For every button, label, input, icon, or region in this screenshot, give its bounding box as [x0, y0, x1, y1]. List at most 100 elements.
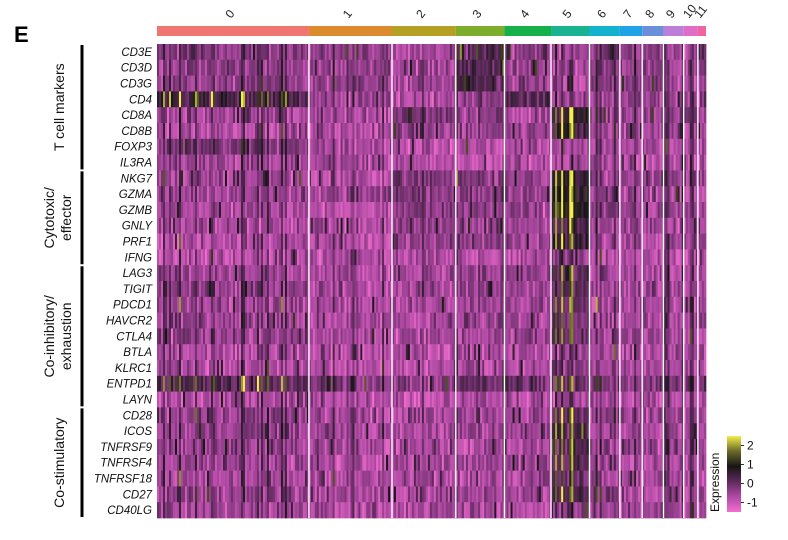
heat-cell [161, 44, 164, 61]
heat-cell [208, 281, 212, 298]
heat-cell [346, 91, 349, 108]
heat-cell [238, 375, 242, 392]
heat-cell [342, 470, 345, 487]
heat-cell [390, 91, 393, 108]
heat-cell [433, 296, 437, 313]
heat-cell [390, 391, 393, 408]
heat-cell [413, 233, 417, 250]
heat-cell [290, 486, 294, 503]
heat-cell [176, 59, 180, 76]
heat-cell [204, 439, 208, 456]
heat-cell [236, 217, 240, 234]
heat-cell [288, 44, 292, 61]
heat-cell [256, 391, 260, 408]
heat-cell [182, 233, 186, 250]
heat-cell [342, 138, 345, 155]
heat-cell [435, 486, 439, 503]
heat-cell [437, 502, 441, 519]
heat-cell [226, 296, 230, 313]
heat-cell [322, 439, 326, 456]
heat-cell [204, 154, 208, 171]
heat-cell [388, 296, 391, 313]
heat-cell [252, 375, 256, 392]
heat-cell [417, 502, 421, 519]
heat-cell [248, 59, 252, 76]
heat-cell [290, 281, 294, 298]
heat-cell [342, 59, 345, 76]
heat-cell [198, 249, 202, 266]
heat-cell [192, 249, 196, 266]
heat-cell [170, 502, 174, 519]
heat-cell [260, 154, 264, 171]
heat-cell [294, 265, 298, 282]
heat-cell [300, 59, 304, 76]
heat-cell [469, 470, 473, 487]
heat-cell [318, 360, 322, 377]
heat-cell [397, 91, 401, 108]
heat-cell [280, 423, 284, 440]
heat-cell [350, 202, 353, 219]
heat-cell [274, 344, 278, 361]
heat-cell [190, 186, 194, 203]
heat-cell [463, 281, 467, 298]
heat-cell [415, 138, 419, 155]
heat-cell [286, 375, 290, 392]
heat-cell [292, 249, 296, 266]
heat-cell [457, 502, 461, 519]
heat-cell [260, 217, 264, 234]
heat-cell [449, 138, 453, 155]
heat-cell [186, 454, 190, 471]
heat-cell [178, 217, 182, 234]
heat-cell [190, 138, 194, 155]
heat-cell [449, 186, 453, 203]
heat-cell [360, 439, 363, 456]
heat-cell [322, 186, 326, 203]
heat-cell [348, 91, 351, 108]
heat-cell [194, 502, 198, 519]
heat-cell [401, 249, 405, 266]
heat-cell [413, 312, 417, 329]
heat-cell [397, 502, 401, 519]
heat-cell [169, 186, 172, 203]
heat-cell [435, 154, 439, 171]
heat-cell [336, 375, 339, 392]
heat-cell [336, 75, 339, 92]
heat-cell [163, 217, 166, 234]
heat-cell [272, 360, 276, 377]
heat-cell [382, 344, 385, 361]
heat-cell [417, 44, 421, 61]
heat-cell [476, 502, 479, 519]
heat-cell [288, 217, 292, 234]
heat-cell [370, 281, 373, 298]
heat-cell [376, 75, 379, 92]
heat-cell [200, 281, 204, 298]
heat-cell [380, 486, 383, 503]
heat-cell [250, 391, 254, 408]
heat-cell [252, 217, 256, 234]
heat-cell [252, 454, 256, 471]
heat-cell [232, 391, 236, 408]
heat-cell [425, 75, 429, 92]
heat-cell [242, 312, 246, 329]
heat-cell [421, 328, 425, 345]
heat-cell [366, 44, 369, 61]
heat-cell [433, 44, 437, 61]
heat-cell [435, 502, 439, 519]
heat-cell [386, 154, 389, 171]
heat-cell [407, 454, 411, 471]
heat-cell [449, 217, 453, 234]
heat-cell [250, 470, 254, 487]
heat-cell [314, 344, 318, 361]
heat-cell [340, 265, 343, 282]
heat-cell [306, 360, 310, 377]
heat-cell [390, 107, 393, 124]
heat-cell [457, 249, 461, 266]
heat-cell [248, 344, 252, 361]
heat-cell [250, 202, 254, 219]
heat-cell [395, 423, 399, 440]
heat-cell [322, 249, 326, 266]
heat-cell [312, 217, 316, 234]
heat-cell [447, 217, 451, 234]
heat-cell [264, 312, 268, 329]
heat-cell [388, 233, 391, 250]
